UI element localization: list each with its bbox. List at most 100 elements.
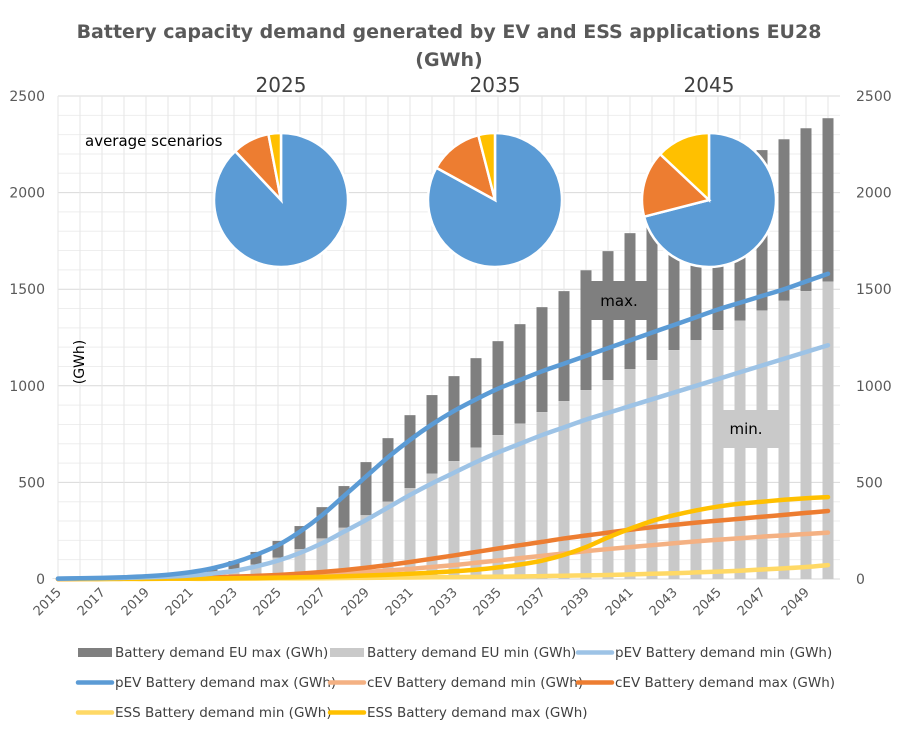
y-tick-label: 500 <box>18 475 45 491</box>
bar-eu-min <box>580 390 592 579</box>
bar-eu-max <box>206 569 218 574</box>
y-tick-label: 2000 <box>9 186 45 202</box>
legend-label: Battery demand EU max (GWh) <box>115 645 328 661</box>
bar-eu-max <box>536 307 548 413</box>
pie-2045: 2045 <box>640 73 778 269</box>
legend-item: cEV Battery demand min (GWh) <box>327 675 583 691</box>
bar-eu-min <box>228 569 240 579</box>
bar-eu-max <box>668 200 680 351</box>
y-tick-label: 0 <box>36 572 45 588</box>
bar-eu-max <box>778 139 790 301</box>
bar-eu-min <box>668 350 680 579</box>
legend-item: ESS Battery demand max (GWh) <box>327 705 588 721</box>
bar-eu-max <box>580 270 592 391</box>
bar-eu-min <box>338 527 350 579</box>
line-pev-battery-demand-max <box>55 271 831 581</box>
bar-eu-min <box>492 435 504 579</box>
pie-charts: 2025 2035 2045 <box>212 73 778 269</box>
bar-eu-min <box>646 360 658 579</box>
bar-eu-max <box>448 376 460 462</box>
max-annotation-text: max. <box>600 292 637 310</box>
line-ess-battery-demand-max <box>55 494 831 582</box>
bar-eu-max <box>228 561 240 570</box>
bar-eu-max <box>338 486 350 528</box>
y-axis-label: (GWh) <box>72 340 88 385</box>
bar-eu-min <box>690 340 702 579</box>
legend-item: pEV Battery demand max (GWh) <box>75 675 336 691</box>
bar-eu-max <box>558 291 570 402</box>
pie-slice-ess <box>658 131 711 203</box>
bar-eu-max <box>272 540 284 558</box>
bar-eu-max <box>250 551 262 565</box>
y-axis-right: 0 500 1000 1500 2000 2500 <box>856 89 892 588</box>
legend: Battery demand EU max (GWh) Battery deman… <box>75 645 835 721</box>
bar-eu-max <box>360 462 372 516</box>
bar-eu-max <box>294 526 306 550</box>
y2-tick-label: 0 <box>856 572 865 588</box>
y-tick-label: 2500 <box>9 89 45 105</box>
legend-label: pEV Battery demand min (GWh) <box>615 645 832 661</box>
bar-eu-min <box>404 488 416 579</box>
pie-slice-pev <box>426 131 564 269</box>
bar-eu-max <box>514 324 526 424</box>
legend-swatch <box>330 648 364 657</box>
bar-eu-max <box>426 395 438 474</box>
legend-label: Battery demand EU min (GWh) <box>367 645 576 661</box>
bar-eu-min <box>558 401 570 579</box>
chart-title-line2: (GWh) <box>415 49 482 71</box>
bar-eu-min <box>448 461 460 579</box>
pie-2035: 2035 <box>426 73 564 269</box>
bar-eu-min <box>602 380 614 579</box>
bar-eu-min <box>272 557 284 579</box>
legend-label: ESS Battery demand min (GWh) <box>115 705 332 721</box>
bar-eu-min <box>360 515 372 579</box>
bar-eu-min <box>470 447 482 579</box>
y-tick-label: 1500 <box>9 282 45 298</box>
max-annotation: max. <box>583 281 655 320</box>
legend-item: Battery demand EU min (GWh) <box>330 645 576 661</box>
bar-eu-max <box>404 415 416 489</box>
bar-eu-max <box>800 128 812 292</box>
y2-tick-label: 1000 <box>856 379 892 395</box>
chart-title: Battery capacity demand generated by EV … <box>77 21 822 43</box>
bar-eu-max <box>382 438 394 502</box>
y2-tick-label: 2500 <box>856 89 892 105</box>
y2-tick-label: 2000 <box>856 186 892 202</box>
bar-eu-min <box>294 549 306 579</box>
min-annotation-text: min. <box>729 420 762 438</box>
pie-year-label: 2025 <box>256 73 307 97</box>
max-annotation-box <box>583 281 655 320</box>
average-scenarios-label: average scenarios <box>85 132 223 150</box>
bar-eu-max <box>316 507 328 539</box>
min-annotation: min. <box>713 410 781 448</box>
pie-year-label: 2045 <box>684 73 735 97</box>
y2-tick-label: 500 <box>856 475 883 491</box>
bar-eu-min <box>426 473 438 579</box>
y-axis-left: 0 500 1000 1500 2000 2500 <box>9 89 45 588</box>
legend-item: Battery demand EU max (GWh) <box>78 645 328 661</box>
bar-eu-min <box>250 564 262 579</box>
bar-eu-min <box>382 501 394 579</box>
bar-eu-min <box>800 291 812 579</box>
legend-label: cEV Battery demand min (GWh) <box>367 675 583 691</box>
pie-year-label: 2035 <box>470 73 521 97</box>
bar-eu-min <box>536 412 548 579</box>
pie-2025: 2025 <box>212 73 350 269</box>
pie-slice-ess <box>476 131 497 201</box>
bars <box>52 118 834 579</box>
bar-eu-min <box>822 281 834 579</box>
min-annotation-box <box>713 410 781 448</box>
bar-eu-min <box>712 330 724 579</box>
lines <box>55 271 831 582</box>
y-tick-label: 1000 <box>9 379 45 395</box>
bar-eu-max <box>470 358 482 448</box>
legend-item: cEV Battery demand max (GWh) <box>575 675 835 691</box>
legend-label: cEV Battery demand max (GWh) <box>615 675 835 691</box>
legend-swatch <box>78 648 112 657</box>
bar-eu-min <box>514 423 526 579</box>
bar-eu-min <box>624 369 636 579</box>
line-pev-battery-demand-min <box>55 342 831 581</box>
bar-eu-max <box>822 118 834 282</box>
pie-slice-cev <box>640 152 712 219</box>
